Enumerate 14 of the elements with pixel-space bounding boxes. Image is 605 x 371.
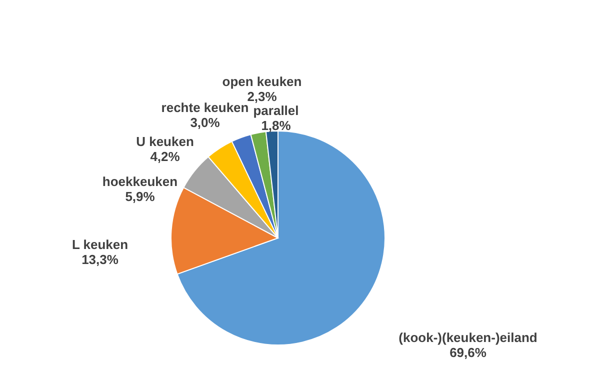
slice-label: (kook-)(keuken-)eiland [398, 330, 538, 345]
data-label: 13,3% [82, 252, 119, 267]
slice-label: hoekkeuken [102, 174, 178, 189]
slice-label: parallel [253, 103, 299, 118]
data-label: 3,0% [190, 115, 220, 130]
data-label: 4,2% [150, 149, 180, 164]
data-label: 2,3% [247, 89, 278, 104]
slice-label: L keuken [72, 237, 128, 252]
data-label: 1,8% [261, 118, 292, 133]
slice-label: rechte keuken [161, 100, 249, 115]
slice-label: open keuken [222, 74, 302, 89]
data-label: 69,6% [450, 345, 487, 360]
slice-label: U keuken [136, 134, 194, 149]
data-label: 5,9% [125, 189, 156, 204]
